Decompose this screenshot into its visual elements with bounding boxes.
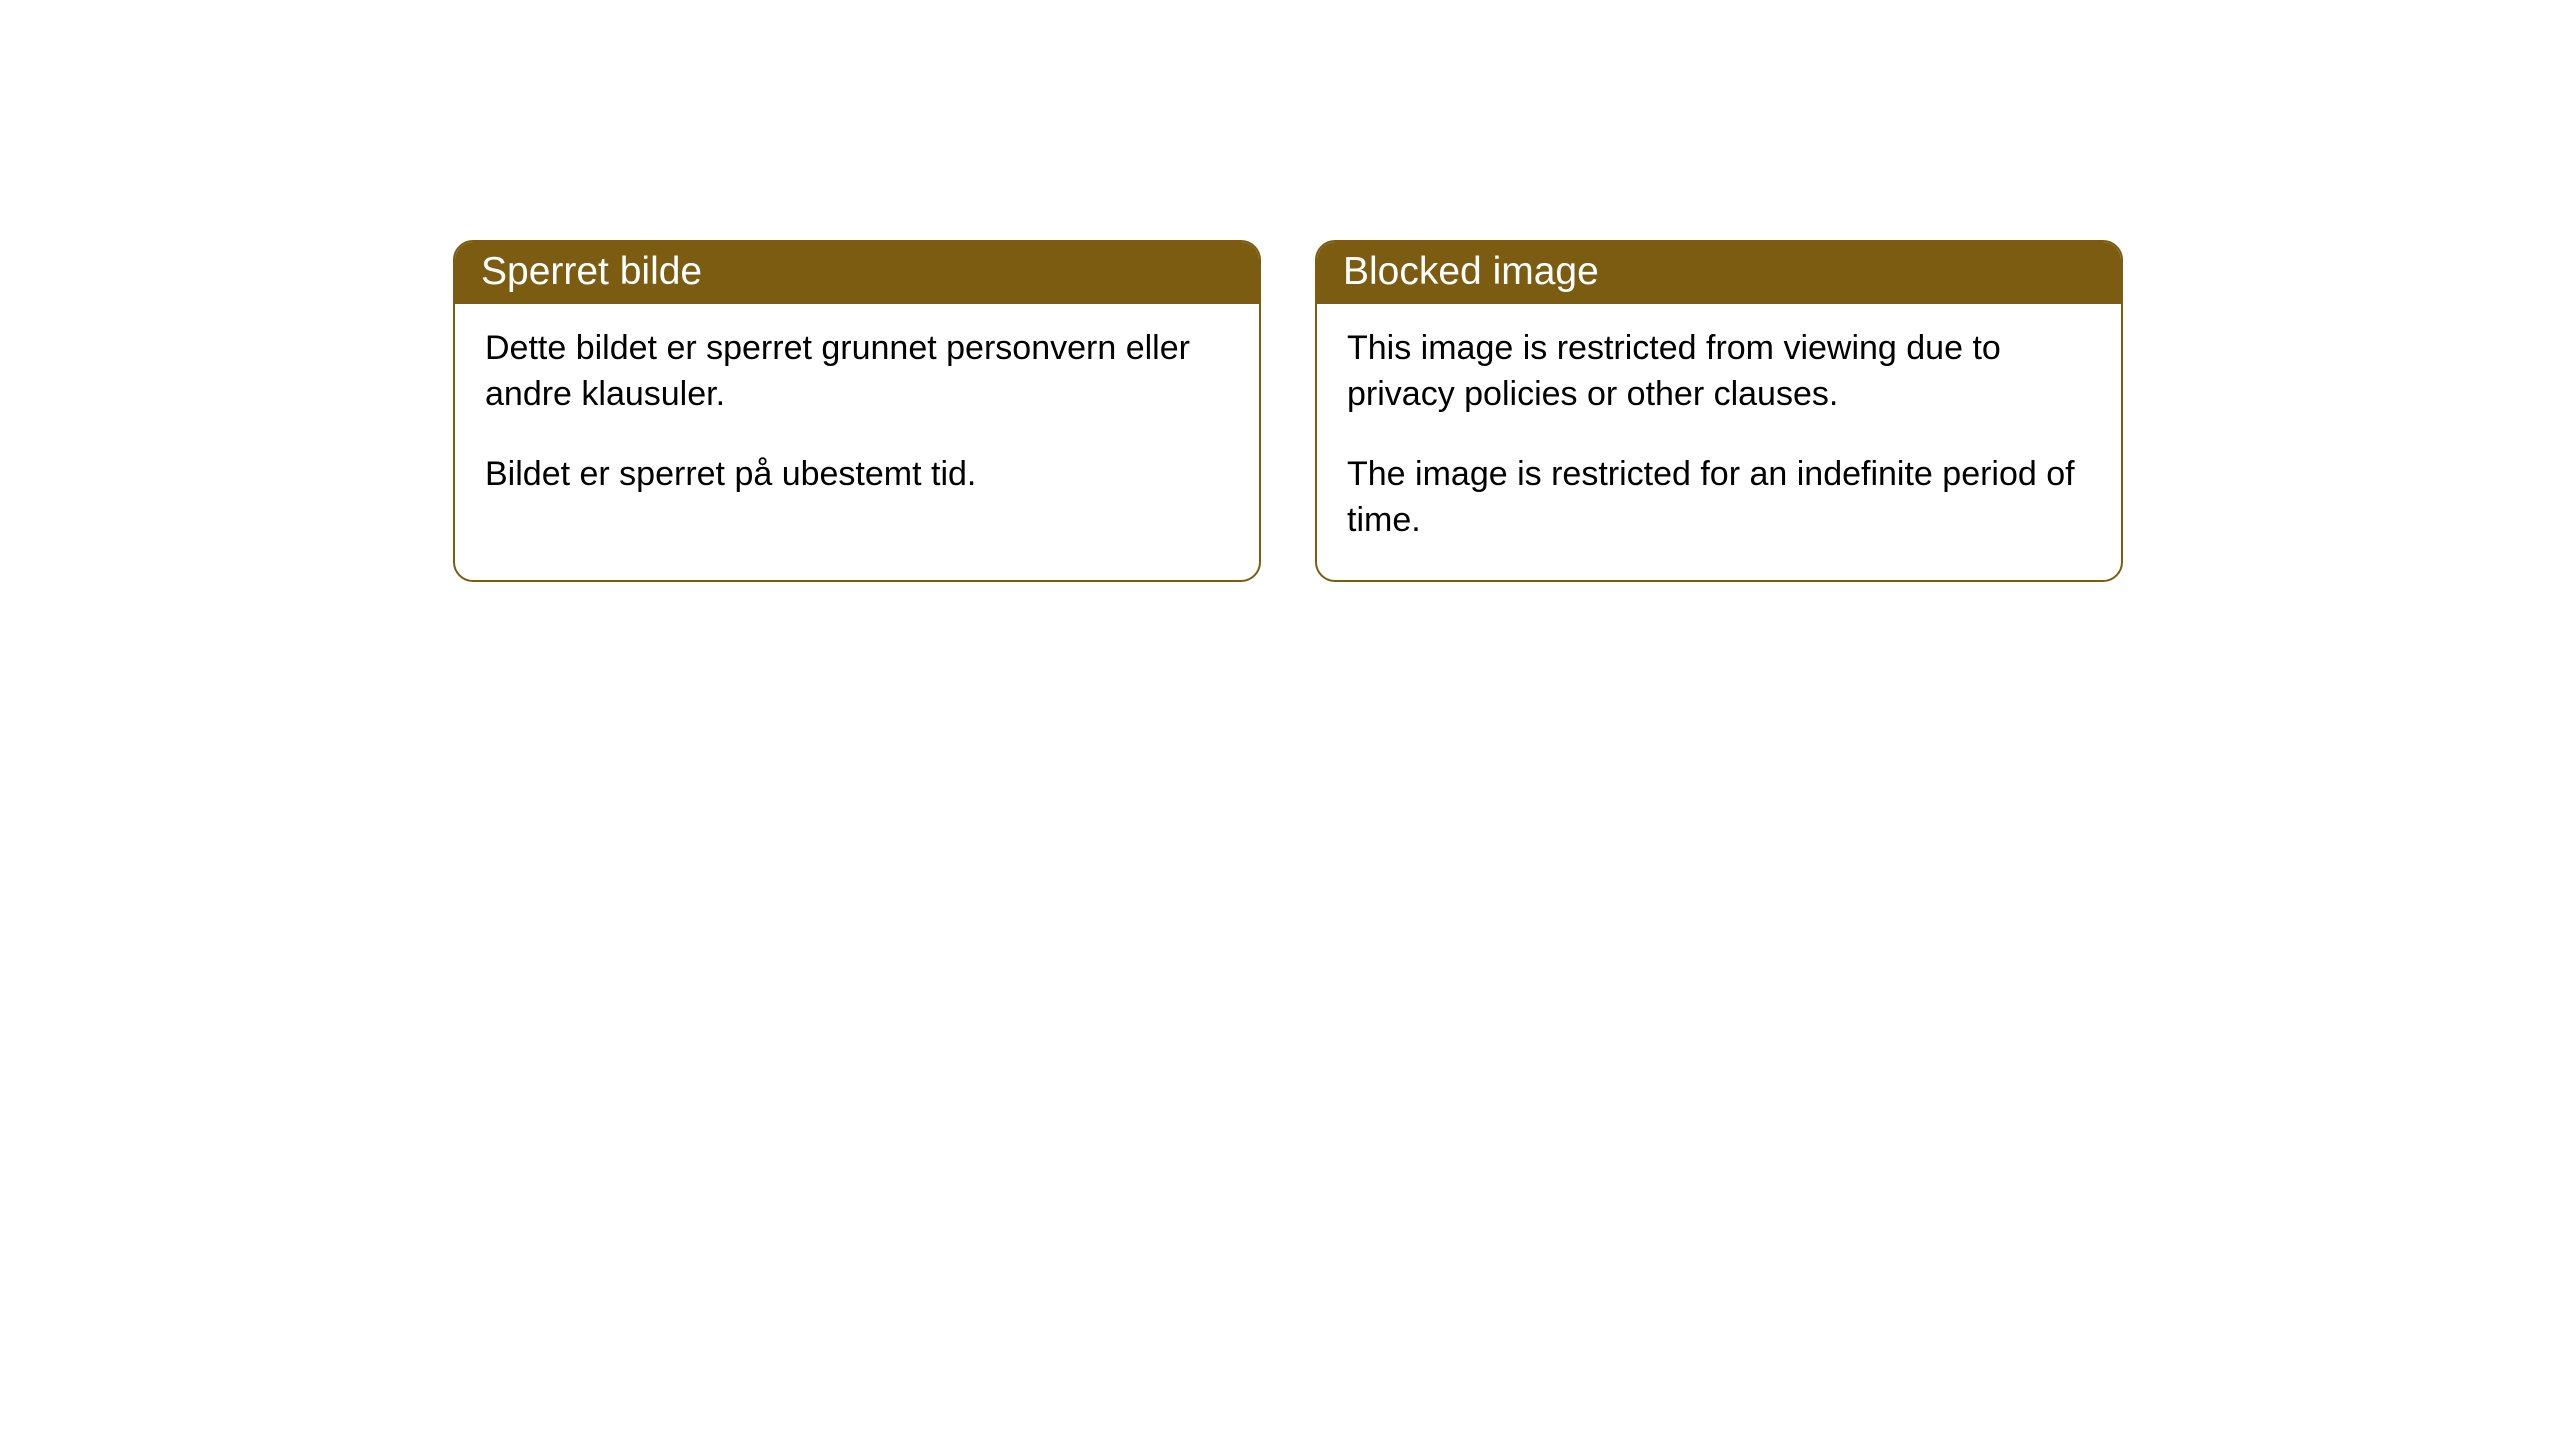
- blocked-image-card-no: Sperret bilde Dette bildet er sperret gr…: [453, 240, 1261, 582]
- card-title-no: Sperret bilde: [481, 250, 702, 293]
- card-title-en: Blocked image: [1343, 250, 1599, 293]
- card-body-no: Dette bildet er sperret grunnet personve…: [455, 304, 1259, 534]
- card-body-en: This image is restricted from viewing du…: [1317, 304, 2121, 580]
- card-paragraph-no-2: Bildet er sperret på ubestemt tid.: [485, 452, 1229, 498]
- card-paragraph-en-1: This image is restricted from viewing du…: [1347, 326, 2091, 418]
- card-paragraph-en-2: The image is restricted for an indefinit…: [1347, 452, 2091, 544]
- blocked-image-card-en: Blocked image This image is restricted f…: [1315, 240, 2123, 582]
- card-paragraph-no-1: Dette bildet er sperret grunnet personve…: [485, 326, 1229, 418]
- notice-cards-container: Sperret bilde Dette bildet er sperret gr…: [0, 0, 2560, 582]
- card-header-en: Blocked image: [1317, 242, 2121, 304]
- card-header-no: Sperret bilde: [455, 242, 1259, 304]
